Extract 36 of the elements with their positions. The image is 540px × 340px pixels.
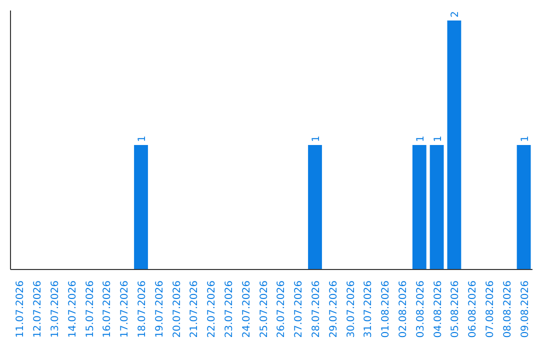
x-tick-label: 11.07.2026 — [15, 280, 26, 338]
x-tick-label: 20.07.2026 — [172, 280, 183, 338]
x-tick-label: 05.08.2026 — [450, 280, 462, 338]
x-tick-label: 09.08.2026 — [520, 280, 531, 338]
x-tick-label: 12.07.2026 — [32, 280, 44, 338]
x-tick-label: 23.07.2026 — [224, 280, 235, 338]
x-tick-label: 25.07.2026 — [258, 280, 270, 338]
x-tick-label: 30.07.2026 — [346, 280, 357, 338]
x-tick-label: 16.07.2026 — [102, 280, 114, 338]
data-label: 2 — [450, 11, 462, 18]
x-tick-label: 08.08.2026 — [502, 280, 514, 338]
x-tick-label: 13.07.2026 — [50, 280, 61, 338]
x-tick-label: 24.07.2026 — [241, 280, 252, 338]
x-tick-label: 26.07.2026 — [276, 280, 288, 338]
x-tick-label: 07.08.2026 — [485, 280, 496, 338]
x-tick-label: 03.08.2026 — [415, 280, 426, 338]
data-label: 1 — [137, 136, 148, 142]
x-tick-label: 04.08.2026 — [432, 280, 444, 338]
x-tick-label: 01.08.2026 — [380, 280, 392, 338]
data-label: 1 — [311, 136, 322, 142]
x-tick-label: 19.07.2026 — [154, 280, 166, 338]
data-label: 1 — [415, 136, 426, 142]
x-tick-label: 02.08.2026 — [398, 280, 409, 338]
x-tick-label: 14.07.2026 — [67, 280, 78, 338]
x-tick-label: 29.07.2026 — [328, 280, 340, 338]
data-label: 1 — [520, 136, 531, 142]
x-tick-label: 18.07.2026 — [137, 280, 148, 338]
x-tick-label: 22.07.2026 — [206, 280, 218, 338]
x-tick-label: 17.07.2026 — [120, 280, 131, 338]
x-tick-label: 28.07.2026 — [311, 280, 322, 338]
data-label: 1 — [432, 136, 444, 142]
x-tick-label: 27.07.2026 — [294, 280, 305, 338]
x-tick-label: 06.08.2026 — [468, 280, 479, 338]
x-tick-label: 15.07.2026 — [84, 280, 96, 338]
x-tick-label: 21.07.2026 — [189, 280, 200, 338]
x-tick-label: 31.07.2026 — [363, 280, 374, 338]
